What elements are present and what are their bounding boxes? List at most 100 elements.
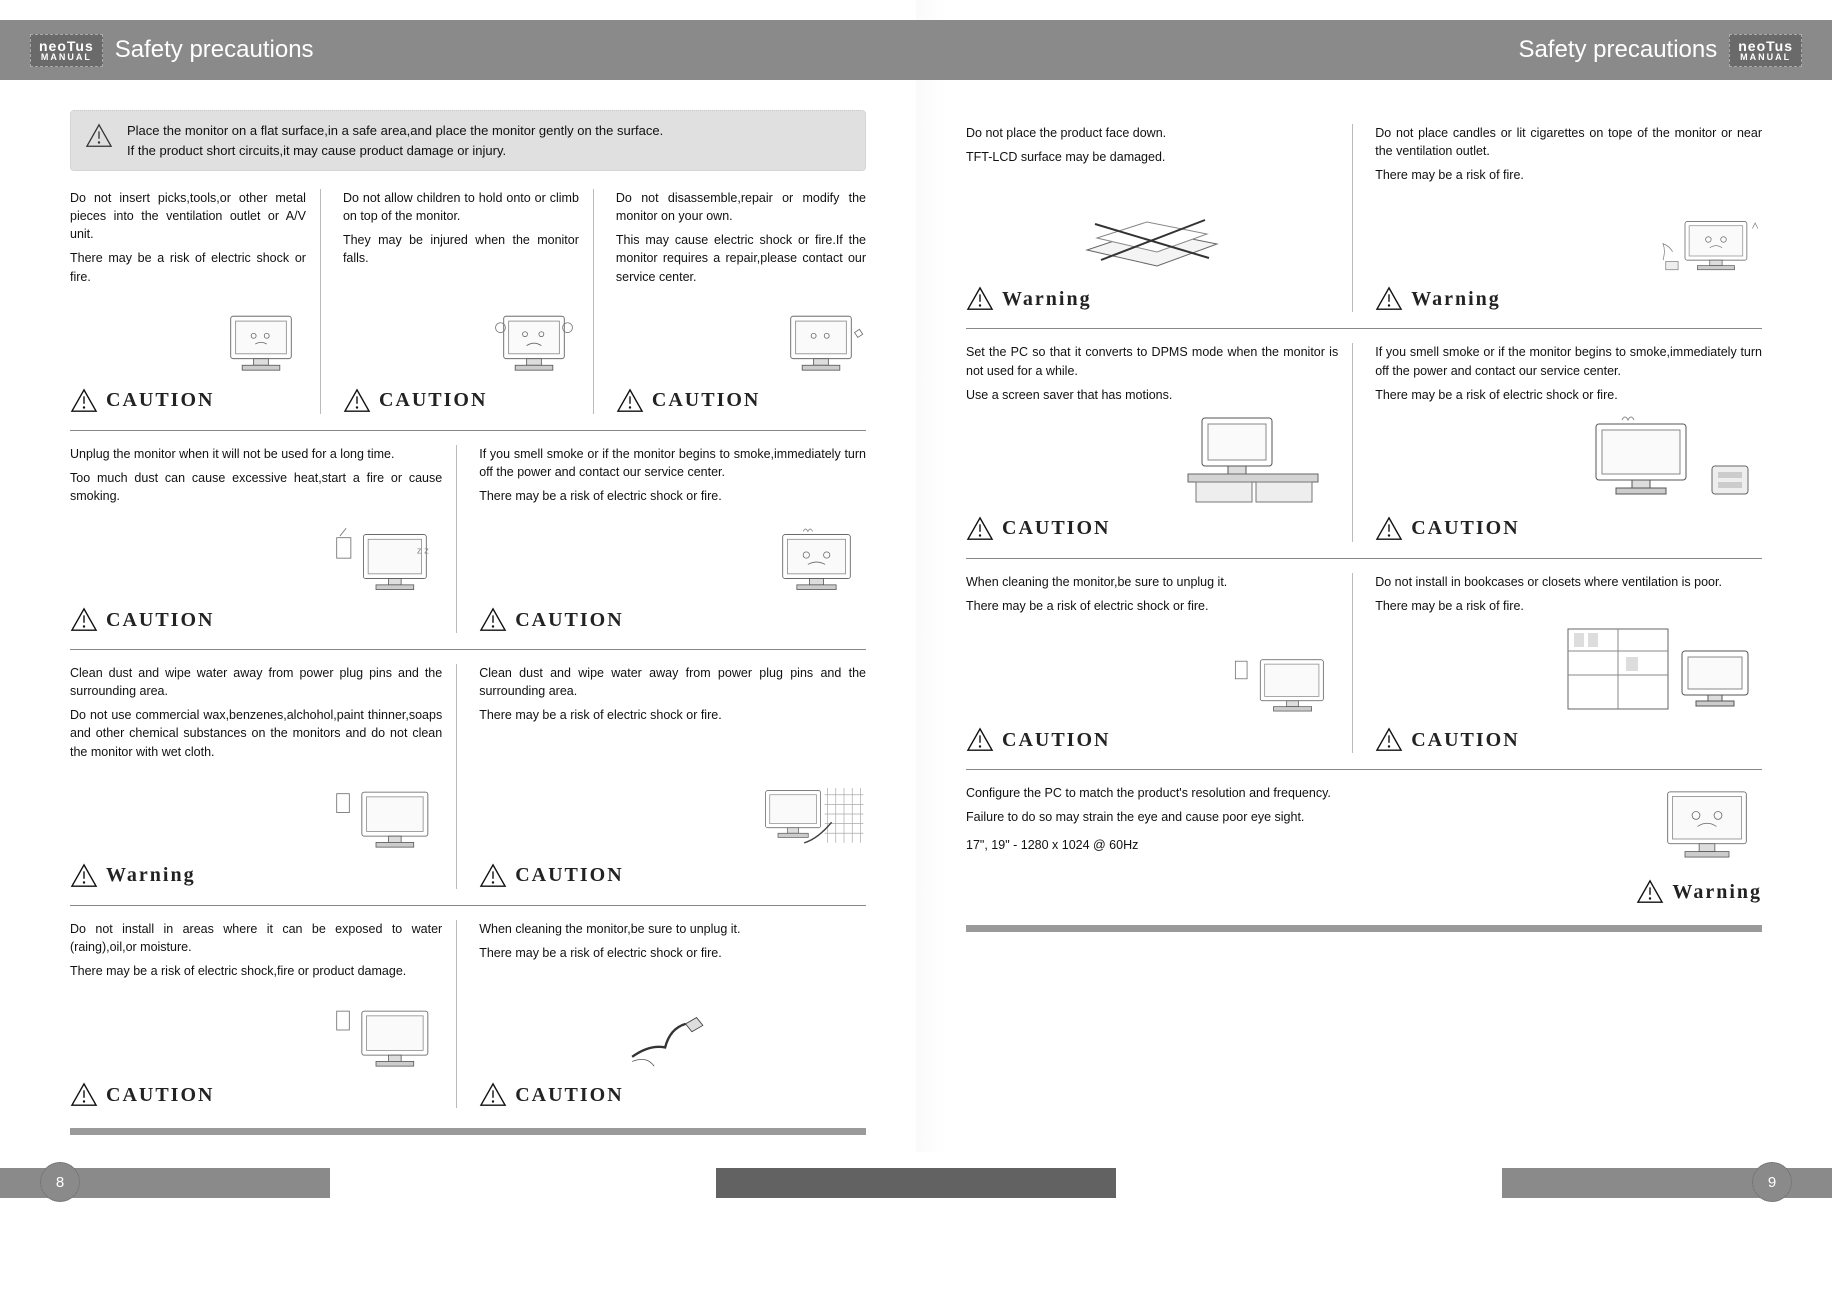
- divider: [966, 769, 1762, 770]
- footer-right: 9: [916, 1152, 1832, 1222]
- illustration: [966, 631, 1338, 721]
- footer-left: 8: [0, 1152, 916, 1222]
- text: Clean dust and wipe water away from powe…: [70, 664, 442, 700]
- intro-line2: If the product short circuits,it may cau…: [127, 141, 851, 161]
- cell-r4: Configure the PC to match the product's …: [966, 784, 1762, 905]
- text: Set the PC so that it converts to DPMS m…: [966, 343, 1338, 379]
- illustration: [70, 767, 442, 857]
- text: When cleaning the monitor,be sure to unp…: [966, 573, 1338, 591]
- illustration: [1375, 410, 1762, 510]
- caption-text: CAUTION: [515, 609, 623, 632]
- text: There may be a risk of fire.: [1375, 597, 1762, 615]
- caption: Warning: [1636, 879, 1762, 905]
- text: Do not disassemble,repair or modify the …: [616, 189, 866, 225]
- caption-text: CAUTION: [515, 1084, 623, 1107]
- text: Do not install in bookcases or closets w…: [1375, 573, 1762, 591]
- cell-l4c2: When cleaning the monitor,be sure to unp…: [479, 920, 866, 1108]
- caution-icon: [479, 1082, 507, 1108]
- caption-text: Warning: [1002, 288, 1092, 311]
- caution-icon: [70, 607, 98, 633]
- caption: CAUTION: [966, 516, 1338, 542]
- footer-dark: [916, 1168, 1116, 1198]
- manual-spread: neoTus MANUAL Safety precautions Place t…: [0, 0, 1832, 1222]
- text: Do not place the product face down.: [966, 124, 1338, 142]
- text: Configure the PC to match the product's …: [966, 784, 1606, 802]
- resolution-text: 17", 19" - 1280 x 1024 @ 60Hz: [966, 836, 1606, 854]
- cell-r1c2: Do not place candles or lit cigarettes o…: [1375, 124, 1762, 312]
- illustration: [966, 410, 1338, 510]
- caption: Warning: [1375, 286, 1762, 312]
- caption: CAUTION: [1375, 727, 1762, 753]
- divider: [966, 328, 1762, 329]
- warning-icon: [85, 123, 113, 149]
- illustration: z z: [70, 511, 442, 601]
- caption-text: CAUTION: [515, 864, 623, 887]
- caution-icon: [70, 388, 98, 414]
- caution-icon: [70, 1082, 98, 1108]
- svg-text:z z: z z: [417, 545, 429, 556]
- caption: Warning: [966, 286, 1338, 312]
- content-left: Place the monitor on a flat surface,in a…: [0, 80, 916, 1142]
- cell-r1c1: Do not place the product face down. TFT-…: [966, 124, 1353, 312]
- row-r4: Configure the PC to match the product's …: [966, 784, 1762, 905]
- text: Failure to do so may strain the eye and …: [966, 808, 1606, 826]
- cell-r2c1: Set the PC so that it converts to DPMS m…: [966, 343, 1353, 541]
- illustration: [616, 292, 866, 382]
- text: There may be a risk of electric shock or…: [479, 487, 866, 505]
- content-right: Do not place the product face down. TFT-…: [916, 80, 1832, 939]
- illustration: [1375, 621, 1762, 721]
- caution-icon: [966, 516, 994, 542]
- text: This may cause electric shock or fire.If…: [616, 231, 866, 285]
- caution-icon: [1375, 516, 1403, 542]
- bottom-sep: [966, 925, 1762, 929]
- text: There may be a risk of electric shock or…: [479, 944, 866, 962]
- text: Unplug the monitor when it will not be u…: [70, 445, 442, 463]
- caution-icon: [1375, 727, 1403, 753]
- caption-text: CAUTION: [1411, 729, 1519, 752]
- text: Do not use commercial wax,benzenes,alcho…: [70, 706, 442, 760]
- cell-l1c1: Do not insert picks,tools,or other metal…: [70, 189, 321, 414]
- cell-r3c1: When cleaning the monitor,be sure to unp…: [966, 573, 1353, 753]
- text: There may be a risk of fire.: [1375, 166, 1762, 184]
- caution-icon: [966, 727, 994, 753]
- text: There may be a risk of electric shock or…: [479, 706, 866, 724]
- warning-icon: [1375, 286, 1403, 312]
- header-title-right: Safety precautions: [1518, 36, 1717, 64]
- intro-line1: Place the monitor on a flat surface,in a…: [127, 121, 851, 141]
- bottom-sep: [70, 1128, 866, 1132]
- illustration: [343, 292, 579, 382]
- caution-icon: [479, 607, 507, 633]
- cell-l4c1: Do not install in areas where it can be …: [70, 920, 457, 1108]
- caption: CAUTION: [479, 607, 866, 633]
- page-number-left: 8: [40, 1162, 80, 1202]
- caption: CAUTION: [479, 1082, 866, 1108]
- illustration: [966, 180, 1338, 280]
- row-l4: Do not install in areas where it can be …: [70, 920, 866, 1108]
- cell-l3c2: Clean dust and wipe water away from powe…: [479, 664, 866, 889]
- footer-dark: [716, 1168, 916, 1198]
- row-l1: Do not insert picks,tools,or other metal…: [70, 189, 866, 414]
- caption: Warning: [70, 863, 442, 889]
- warning-icon: [1636, 879, 1664, 905]
- caption: CAUTION: [70, 1082, 442, 1108]
- caption-text: CAUTION: [1411, 517, 1519, 540]
- caption-text: Warning: [1672, 881, 1762, 904]
- text: There may be a risk of electric shock or…: [966, 597, 1338, 615]
- text: Use a screen saver that has motions.: [966, 386, 1338, 404]
- text: There may be a risk of electric shock or…: [1375, 386, 1762, 404]
- text: Do not insert picks,tools,or other metal…: [70, 189, 306, 243]
- text: If you smell smoke or if the monitor beg…: [1375, 343, 1762, 379]
- divider: [966, 558, 1762, 559]
- row-r1: Do not place the product face down. TFT-…: [966, 124, 1762, 312]
- caption-text: CAUTION: [106, 389, 214, 412]
- illustration: [70, 292, 306, 382]
- caution-icon: [479, 863, 507, 889]
- text: If you smell smoke or if the monitor beg…: [479, 445, 866, 481]
- page-left: neoTus MANUAL Safety precautions Place t…: [0, 0, 916, 1222]
- cell-r3c2: Do not install in bookcases or closets w…: [1375, 573, 1762, 753]
- caption-text: CAUTION: [1002, 517, 1110, 540]
- divider: [70, 905, 866, 906]
- caption: CAUTION: [70, 607, 442, 633]
- illustration: [479, 511, 866, 601]
- logo-line2: MANUAL: [1738, 53, 1793, 62]
